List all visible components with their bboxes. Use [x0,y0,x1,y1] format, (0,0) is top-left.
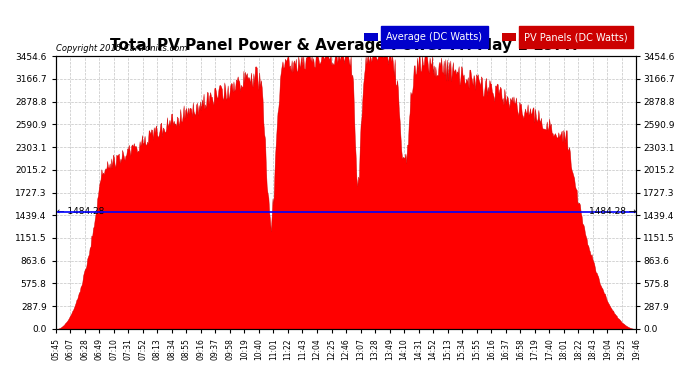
Text: ← 1484.28: ← 1484.28 [57,207,104,216]
Text: 1484.28 →: 1484.28 → [589,207,636,216]
Text: Copyright 2015 Cartronics.com: Copyright 2015 Cartronics.com [56,44,188,53]
Legend: Average (DC Watts), PV Panels (DC Watts): Average (DC Watts), PV Panels (DC Watts) [360,28,631,46]
Title: Total PV Panel Power & Average Power Fri May 1 19:47: Total PV Panel Power & Average Power Fri… [110,39,582,54]
